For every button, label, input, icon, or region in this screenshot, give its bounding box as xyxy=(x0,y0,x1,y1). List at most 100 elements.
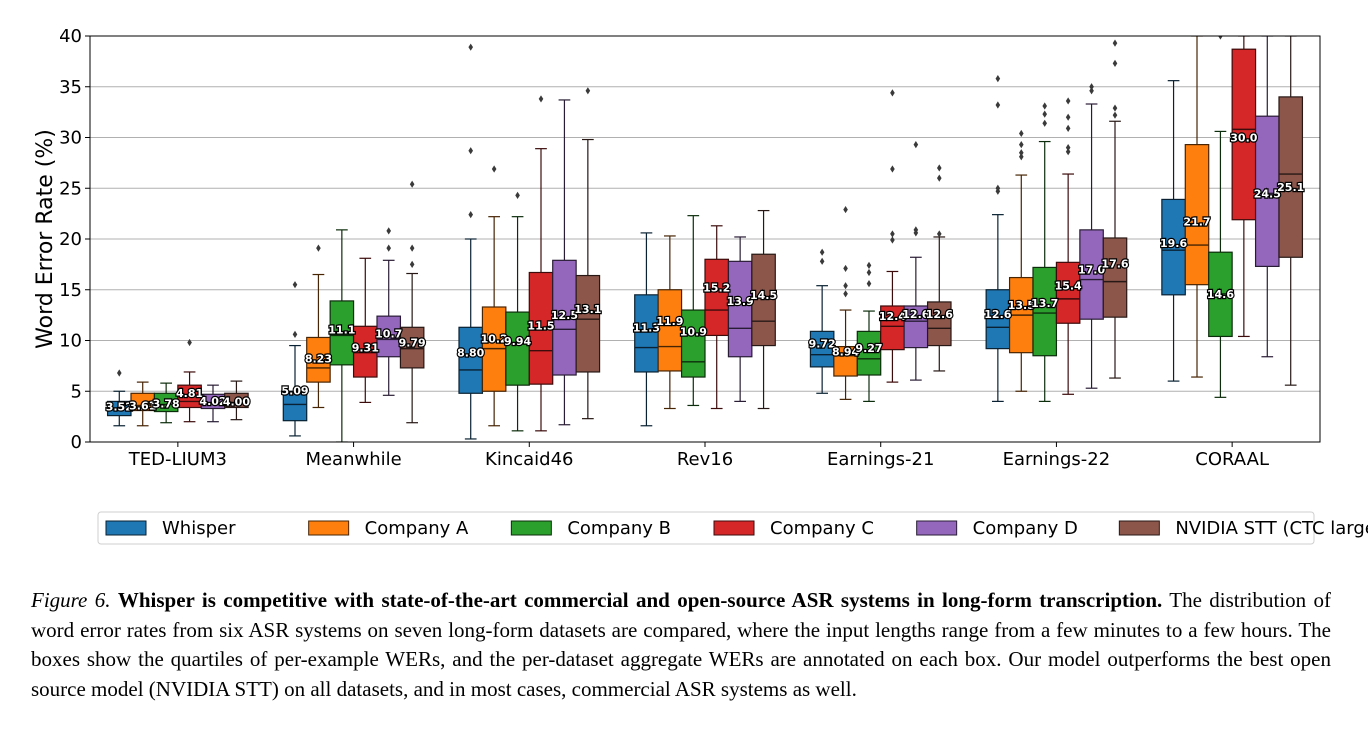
legend-swatch xyxy=(1118,520,1160,536)
box-2-3 xyxy=(528,95,554,432)
aggregate-wer-label: 12.4 xyxy=(879,310,906,323)
aggregate-wer-label: 5.09 xyxy=(281,384,308,397)
outlier-point xyxy=(468,211,474,219)
box-4-2 xyxy=(856,261,882,402)
box-0-3 xyxy=(177,338,202,423)
x-tick-label: Earnings-21 xyxy=(827,449,935,470)
y-tick-label: 10 xyxy=(59,331,82,352)
aggregate-wer-label: 10.9 xyxy=(680,325,707,338)
box-2-4 xyxy=(552,99,577,426)
legend-label: Whisper xyxy=(162,518,236,539)
aggregate-wer-label: 14.6 xyxy=(1207,288,1234,301)
outlier-point xyxy=(890,230,895,238)
aggregate-wer-label: 10.2 xyxy=(481,332,508,345)
outlier-point xyxy=(866,280,872,288)
caption-body: The distribution of word error rates fro… xyxy=(31,588,1331,701)
legend-swatch xyxy=(510,520,552,536)
legend-frame xyxy=(97,511,1315,545)
box-iqr xyxy=(856,330,882,376)
caption-lead: Whisper is competitive with state-of-the… xyxy=(117,588,1163,612)
box-5-2 xyxy=(1032,102,1058,402)
aggregate-wer-label: 17.0 xyxy=(1078,263,1105,276)
outlier-point xyxy=(1112,39,1118,47)
y-tick-label: 40 xyxy=(59,26,82,47)
box-1-0 xyxy=(282,281,308,437)
legend-label: NVIDIA STT (CTC large) xyxy=(1175,518,1368,539)
box-iqr xyxy=(1278,96,1304,258)
outlier-point xyxy=(386,244,392,252)
aggregate-wer-label: 11.9 xyxy=(656,315,683,328)
outlier-point xyxy=(116,369,122,377)
outlier-point xyxy=(585,87,591,95)
aggregate-wer-label: 12.6 xyxy=(902,308,929,321)
x-tick-label: Meanwhile xyxy=(305,449,401,470)
outlier-point xyxy=(866,268,872,277)
x-axis: TED-LIUM3 Meanwhile Kincaid46 Rev16 Earnings… xyxy=(128,442,1269,470)
box-6-3 xyxy=(1231,36,1257,338)
box-iqr xyxy=(1184,144,1210,286)
aggregate-wer-label: 4.81 xyxy=(176,387,203,400)
y-gridlines xyxy=(90,35,1320,443)
box-2-1 xyxy=(481,165,507,427)
outlier-point xyxy=(515,191,520,199)
box-0-0 xyxy=(106,369,132,427)
aggregate-wer-label: 15.2 xyxy=(703,282,730,295)
box-0-1 xyxy=(130,381,156,427)
aggregate-wer-label: 9.79 xyxy=(399,337,426,350)
outlier-point xyxy=(1042,102,1048,110)
aggregate-wer-label: 13.7 xyxy=(1031,297,1058,310)
aggregate-wer-label: 13.9 xyxy=(727,295,754,308)
aggregate-wer-label: 17.6 xyxy=(1101,257,1128,270)
legend: Whisper Company A Company B Company C Compan… xyxy=(97,511,1368,545)
box-1-4 xyxy=(376,227,402,396)
outlier-point xyxy=(936,164,942,172)
y-axis-title: Word Error Rate (%) xyxy=(33,129,58,349)
aggregate-wer-label: 14.5 xyxy=(750,289,777,302)
box-0-4 xyxy=(200,384,226,423)
outlier-point xyxy=(890,236,895,244)
box-1-3 xyxy=(352,257,378,404)
box-0-5 xyxy=(224,380,249,421)
outlier-point xyxy=(913,226,919,234)
outlier-point xyxy=(468,43,474,51)
box-5-1 xyxy=(1008,129,1034,392)
aggregate-wer-label: 19.6 xyxy=(1160,237,1187,250)
box-iqr xyxy=(1055,261,1081,324)
box-6-5 xyxy=(1278,36,1304,386)
outlier-point xyxy=(1042,119,1048,127)
outlier-point xyxy=(1065,97,1071,105)
box-plot-chart: 3.52 5.09 8.80 11.3 9.72 12.6 19.6 3.61 8.23 10.2… xyxy=(33,26,1368,545)
aggregate-wer-label: 3.52 xyxy=(106,400,133,413)
box-iqr xyxy=(657,289,683,372)
box-3-4 xyxy=(727,236,753,402)
aggregate-wer-label: 9.27 xyxy=(855,342,882,355)
y-tick-label: 5 xyxy=(71,381,82,402)
outlier-point xyxy=(890,89,895,97)
outlier-point xyxy=(843,282,848,290)
outlier-point xyxy=(1218,36,1223,40)
legend-label: Company B xyxy=(567,518,671,539)
outlier-point xyxy=(1112,59,1118,68)
y-tick-label: 20 xyxy=(59,229,82,250)
box-6-2 xyxy=(1208,36,1233,398)
y-tick-label: 0 xyxy=(71,432,82,453)
box-5-0 xyxy=(985,75,1011,402)
box-3-2 xyxy=(680,215,706,407)
box-3-0 xyxy=(634,232,659,427)
outlier-point xyxy=(995,75,1001,83)
outlier-point xyxy=(843,264,848,273)
box-2-0 xyxy=(458,43,484,440)
outlier-point xyxy=(316,244,321,252)
aggregate-wer-label: 10.7 xyxy=(375,327,402,340)
box-4-1 xyxy=(833,205,858,400)
box-iqr xyxy=(727,260,753,358)
box-4-3 xyxy=(880,89,905,383)
outlier-point xyxy=(1065,144,1071,152)
aggregate-wer-label: 9.72 xyxy=(809,337,836,350)
box-iqr xyxy=(458,326,484,394)
figure-caption: Figure 6. Whisper is competitive with st… xyxy=(31,586,1331,704)
outlier-point xyxy=(491,165,497,173)
aggregate-wer-label: 4.00 xyxy=(223,395,250,408)
outlier-point xyxy=(409,180,415,188)
box-iqr xyxy=(224,392,249,409)
